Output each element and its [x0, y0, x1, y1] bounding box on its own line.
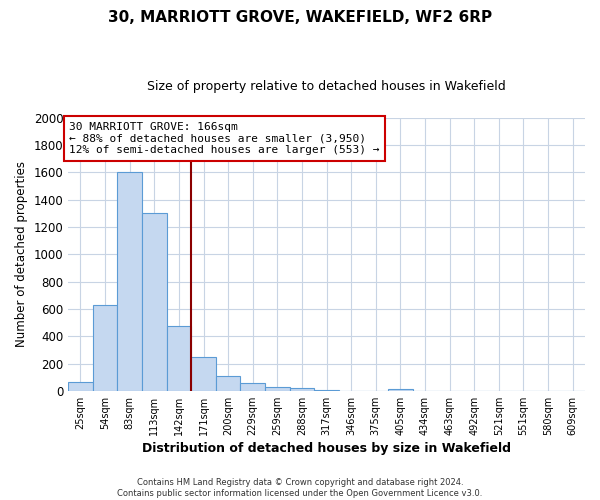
- Text: 30 MARRIOTT GROVE: 166sqm
← 88% of detached houses are smaller (3,950)
12% of se: 30 MARRIOTT GROVE: 166sqm ← 88% of detac…: [70, 122, 380, 155]
- Bar: [290, 388, 314, 391]
- Bar: [388, 389, 413, 391]
- Bar: [118, 172, 142, 391]
- Y-axis label: Number of detached properties: Number of detached properties: [15, 162, 28, 348]
- Bar: [241, 384, 265, 391]
- X-axis label: Distribution of detached houses by size in Wakefield: Distribution of detached houses by size …: [142, 442, 511, 455]
- Bar: [167, 326, 191, 391]
- Bar: [265, 386, 290, 391]
- Bar: [314, 390, 339, 391]
- Bar: [93, 305, 118, 391]
- Text: Contains HM Land Registry data © Crown copyright and database right 2024.
Contai: Contains HM Land Registry data © Crown c…: [118, 478, 482, 498]
- Bar: [191, 356, 216, 391]
- Bar: [142, 214, 167, 391]
- Bar: [68, 382, 93, 391]
- Title: Size of property relative to detached houses in Wakefield: Size of property relative to detached ho…: [147, 80, 506, 93]
- Bar: [216, 376, 241, 391]
- Text: 30, MARRIOTT GROVE, WAKEFIELD, WF2 6RP: 30, MARRIOTT GROVE, WAKEFIELD, WF2 6RP: [108, 10, 492, 25]
